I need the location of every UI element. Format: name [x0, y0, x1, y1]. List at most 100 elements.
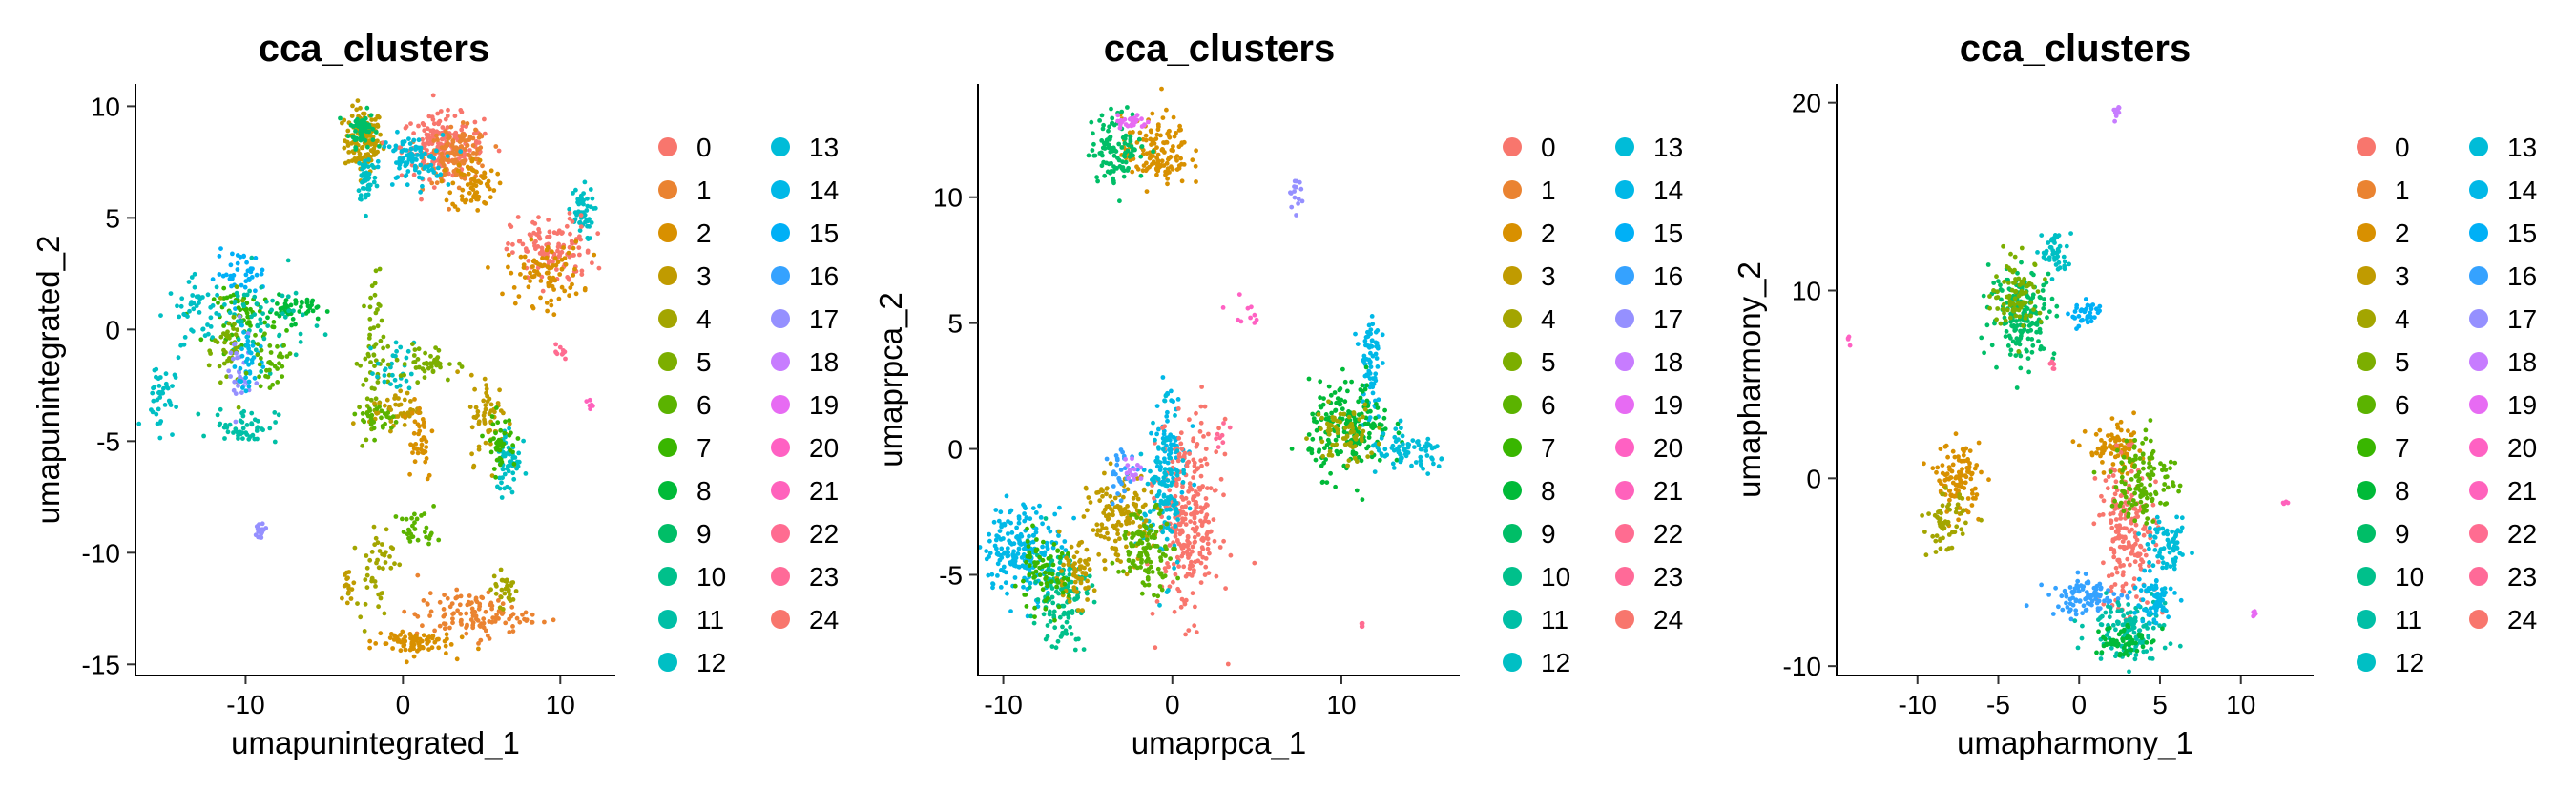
- scatter-point: [1198, 509, 1204, 515]
- scatter-point: [459, 110, 465, 114]
- scatter-point: [228, 262, 234, 268]
- legend-key: [1503, 352, 1522, 371]
- scatter-point: [1014, 525, 1019, 530]
- scatter-point: [1074, 550, 1080, 555]
- legend-label: 22: [1653, 519, 1683, 549]
- scatter-point: [1134, 565, 1140, 571]
- scatter-point: [1091, 599, 1097, 605]
- scatter-point: [1157, 584, 1163, 589]
- scatter-point: [460, 120, 466, 125]
- scatter-point: [2099, 438, 2104, 443]
- y-axis-label: umapunintegrated_2: [31, 236, 66, 525]
- scatter-point: [1158, 524, 1164, 530]
- scatter-point: [472, 119, 478, 125]
- scatter-point: [1360, 432, 1365, 438]
- scatter-point: [200, 326, 206, 332]
- scatter-point: [384, 397, 390, 403]
- scatter-point: [2026, 281, 2032, 286]
- scatter-point: [167, 400, 173, 405]
- scatter-point: [471, 182, 477, 188]
- scatter-point: [1195, 467, 1199, 472]
- scatter-point: [460, 187, 466, 193]
- scatter-point: [1174, 468, 1180, 474]
- scatter-point: [1335, 430, 1340, 436]
- scatter-point: [388, 565, 394, 571]
- scatter-point: [1171, 148, 1175, 154]
- legend-label: 1: [1541, 176, 1556, 205]
- scatter-point: [484, 386, 489, 392]
- scatter-point: [435, 355, 441, 360]
- scatter-point: [404, 355, 409, 361]
- scatter-point: [1149, 489, 1154, 495]
- scatter-point: [1934, 514, 1940, 520]
- scatter-point: [1155, 122, 1161, 128]
- legend-key: [1503, 610, 1522, 629]
- scatter-point: [1084, 547, 1090, 552]
- scatter-point: [1167, 584, 1173, 590]
- scatter-point: [1135, 463, 1140, 468]
- scatter-point: [1117, 536, 1122, 542]
- scatter-point: [270, 298, 275, 303]
- scatter-point: [1191, 475, 1195, 480]
- scatter-point: [1365, 454, 1371, 459]
- scatter-point: [393, 420, 399, 425]
- scatter-point: [1938, 546, 1943, 551]
- scatter-point: [1049, 579, 1054, 585]
- scatter-point: [1205, 486, 1210, 490]
- scatter-point: [1076, 542, 1082, 548]
- scatter-point: [1144, 189, 1150, 195]
- scatter-point: [1176, 564, 1181, 569]
- scatter-point: [1355, 342, 1361, 346]
- scatter-point: [1205, 546, 1211, 551]
- scatter-point: [1203, 447, 1209, 451]
- scatter-point: [1179, 494, 1185, 500]
- scatter-point: [2012, 296, 2018, 301]
- scatter-point: [1102, 507, 1108, 512]
- scatter-point: [549, 302, 554, 308]
- scatter-point: [298, 340, 303, 344]
- scatter-point: [1100, 526, 1105, 530]
- scatter-point: [419, 513, 424, 518]
- scatter-point: [541, 262, 547, 268]
- scatter-point: [1319, 439, 1325, 445]
- scatter-point: [2131, 410, 2137, 416]
- scatter-point: [254, 381, 260, 386]
- scatter-point: [1179, 447, 1185, 451]
- scatter-point: [1183, 504, 1188, 509]
- scatter-point: [285, 258, 291, 263]
- scatter-point: [483, 628, 488, 634]
- scatter-point: [418, 162, 424, 168]
- scatter-point: [205, 322, 210, 327]
- legend-key: [658, 352, 677, 371]
- scatter-point: [416, 346, 422, 352]
- scatter-point: [233, 332, 239, 337]
- scatter-point: [1174, 559, 1180, 565]
- scatter-point: [1138, 476, 1144, 481]
- scatter-point: [260, 311, 265, 316]
- scatter-point: [1955, 502, 1961, 508]
- scatter-point: [1085, 597, 1090, 602]
- scatter-point: [439, 151, 445, 156]
- scatter-point: [1202, 505, 1208, 510]
- scatter-point: [1368, 359, 1373, 364]
- scatter-point: [573, 239, 579, 244]
- scatter-point: [470, 156, 475, 162]
- scatter-point: [1947, 497, 1952, 503]
- scatter-point: [1164, 536, 1170, 542]
- legend-label: 11: [1541, 605, 1568, 634]
- scatter-point: [557, 344, 563, 350]
- scatter-point: [1099, 113, 1105, 118]
- scatter-point: [1072, 579, 1078, 585]
- scatter-point: [375, 158, 381, 164]
- scatter-point: [1016, 546, 1022, 551]
- scatter-point: [1054, 577, 1060, 583]
- scatter-point: [1016, 536, 1021, 542]
- scatter-point: [1135, 496, 1141, 502]
- scatter-point: [421, 633, 426, 638]
- scatter-point: [1161, 431, 1167, 437]
- scatter-point: [1934, 533, 1940, 538]
- scatter-point: [1321, 460, 1327, 466]
- scatter-point: [1168, 455, 1174, 461]
- scatter-point: [1115, 528, 1120, 532]
- scatter-point: [232, 364, 238, 369]
